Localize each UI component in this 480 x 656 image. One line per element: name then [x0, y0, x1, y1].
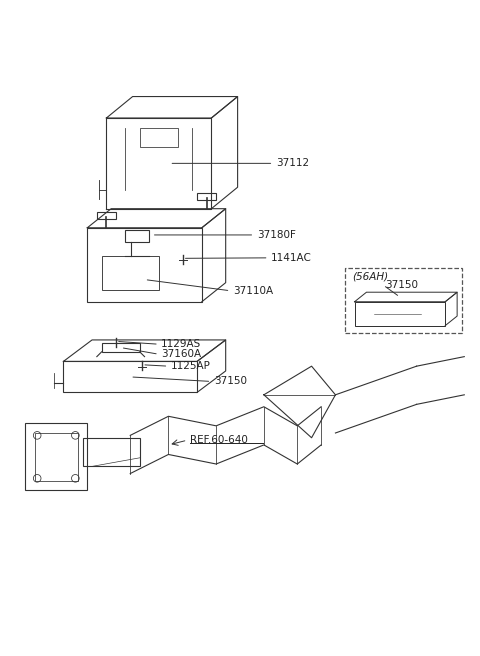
Text: 1129AS: 1129AS [161, 339, 202, 349]
Text: REF.60-640: REF.60-640 [190, 435, 248, 445]
Bar [345, 268, 462, 333]
Bar [125, 230, 149, 242]
Text: 37160A: 37160A [161, 349, 202, 359]
Bar [35, 433, 78, 481]
Bar [140, 127, 178, 147]
Bar [102, 256, 159, 290]
Text: 37180F: 37180F [257, 230, 296, 240]
Bar [25, 423, 87, 490]
Text: 1125AP: 1125AP [171, 361, 211, 371]
Bar [97, 212, 116, 219]
Bar [197, 193, 216, 200]
Bar [83, 438, 140, 466]
Bar [102, 343, 140, 352]
Text: 1141AC: 1141AC [271, 253, 312, 263]
Text: 37110A: 37110A [233, 286, 273, 296]
Bar [87, 228, 202, 302]
Bar [63, 361, 197, 392]
Text: (56AH): (56AH) [352, 272, 388, 282]
Text: 37112: 37112 [276, 158, 309, 169]
Text: 37150: 37150 [385, 280, 419, 290]
Bar [355, 302, 445, 325]
Text: 37150: 37150 [214, 377, 247, 386]
